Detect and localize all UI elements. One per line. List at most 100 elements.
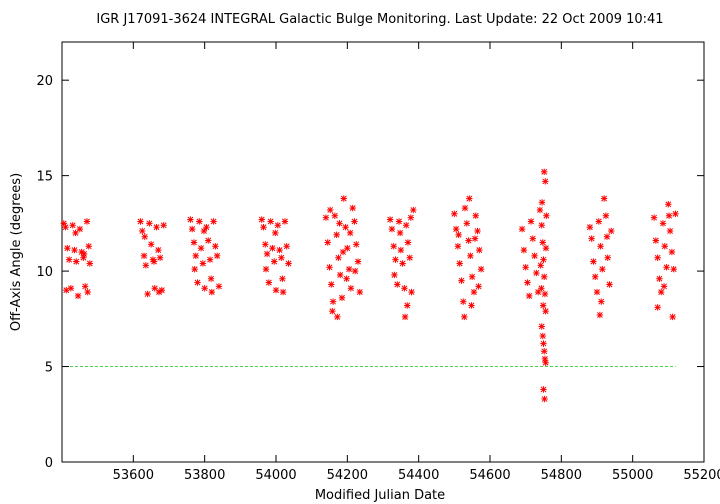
data-point — [656, 275, 663, 282]
y-axis-label: Off-Axis Angle (degrees) — [9, 173, 24, 331]
data-point — [146, 220, 153, 227]
data-point — [461, 313, 468, 321]
data-point — [272, 229, 279, 237]
data-point — [654, 254, 661, 261]
data-point — [407, 214, 415, 221]
chart-title: IGR J17091-3624 INTEGRAL Galactic Bulge … — [96, 12, 663, 27]
data-point — [660, 283, 668, 290]
data-point — [466, 195, 473, 202]
data-point — [207, 275, 215, 282]
data-point — [410, 206, 417, 214]
data-point — [199, 260, 207, 267]
data-point — [542, 178, 549, 185]
data-point — [346, 229, 354, 237]
data-point — [354, 258, 362, 265]
data-point — [606, 281, 613, 288]
data-point — [160, 222, 167, 229]
data-point — [543, 212, 550, 219]
data-point — [265, 279, 273, 286]
data-point — [150, 258, 158, 265]
data-point — [188, 225, 196, 233]
data-point — [531, 252, 538, 260]
data-point — [262, 241, 269, 248]
data-point — [529, 235, 536, 242]
data-point — [527, 218, 535, 225]
data-point — [396, 229, 404, 237]
data-point — [351, 218, 358, 225]
data-point — [85, 243, 92, 250]
data-point — [470, 288, 478, 296]
data-point — [335, 254, 342, 261]
x-tick-label: 54400 — [398, 468, 439, 483]
data-point — [258, 216, 265, 223]
data-point — [538, 222, 545, 229]
data-point — [477, 265, 485, 273]
data-point — [461, 204, 469, 212]
data-point — [213, 252, 221, 260]
data-point — [340, 195, 347, 202]
data-point — [395, 218, 403, 225]
data-point — [278, 254, 285, 261]
data-point — [279, 275, 286, 282]
data-point — [187, 216, 194, 223]
data-point — [592, 273, 599, 281]
x-axis-label: Modified Julian Date — [315, 488, 445, 503]
data-point — [524, 279, 531, 286]
data-point — [406, 254, 413, 261]
data-point — [351, 267, 359, 275]
x-tick-label: 54600 — [469, 468, 510, 483]
data-point — [271, 258, 278, 265]
y-tick-label: 20 — [36, 74, 53, 89]
data-point — [520, 246, 528, 254]
data-point — [328, 281, 335, 288]
data-point — [474, 227, 481, 235]
data-point — [533, 269, 540, 277]
data-point — [458, 277, 465, 284]
data-point — [595, 218, 602, 225]
data-point — [540, 340, 547, 347]
data-point — [326, 264, 333, 271]
data-point — [141, 233, 148, 240]
y-tick-label: 5 — [45, 361, 53, 376]
x-tick-label: 53600 — [113, 468, 154, 483]
data-point — [602, 212, 610, 219]
x-tick-label: 54800 — [541, 468, 582, 483]
data-point — [322, 214, 330, 221]
data-point — [356, 288, 364, 296]
data-point — [394, 281, 401, 288]
data-point — [279, 288, 287, 296]
data-point — [539, 239, 546, 246]
data-point — [541, 290, 549, 298]
data-point — [327, 206, 334, 214]
data-point — [391, 271, 398, 279]
x-axis: 53600 53800 54000 54200 54400 54600 54800 55000… — [113, 42, 720, 483]
data-point — [349, 204, 356, 212]
data-point — [452, 225, 460, 233]
data-point — [518, 225, 526, 233]
data-point — [338, 294, 346, 302]
data-point — [522, 264, 529, 271]
data-point — [329, 298, 337, 305]
data-point — [201, 285, 208, 292]
data-point — [272, 286, 280, 294]
data-point — [203, 223, 210, 231]
y-tick-label: 0 — [45, 456, 53, 471]
data-point — [208, 288, 215, 296]
data-point — [670, 265, 677, 273]
data-point — [147, 241, 155, 248]
data-point — [408, 288, 415, 296]
y-tick-label: 15 — [36, 170, 53, 185]
data-point — [397, 246, 405, 254]
plot-frame — [61, 41, 705, 463]
data-point — [267, 218, 274, 225]
data-point — [596, 311, 604, 319]
data-point — [455, 231, 462, 239]
data-point — [276, 246, 283, 254]
data-point — [526, 292, 533, 300]
data-point — [608, 227, 615, 235]
data-point — [206, 256, 214, 263]
data-point — [194, 279, 201, 286]
data-point — [669, 313, 676, 321]
data-point — [269, 244, 276, 252]
data-point — [84, 288, 91, 296]
